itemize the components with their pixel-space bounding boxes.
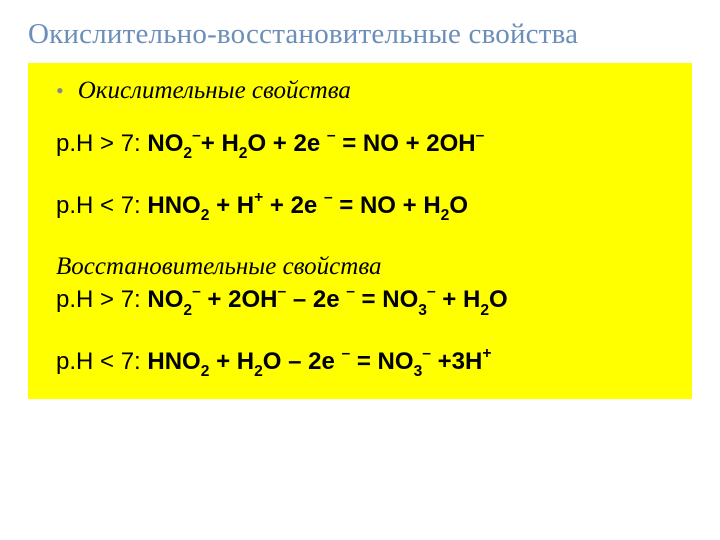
eq1-a-sub: 2: [183, 145, 192, 162]
bullet-icon: •: [56, 80, 64, 102]
eq3-m1: + 2OH: [201, 286, 278, 313]
eq1-a: NO: [147, 130, 183, 157]
section-2-label: Восстановительные свойства: [56, 251, 672, 284]
eq3-e-sup: –: [346, 283, 355, 300]
eq2-a: HNO: [147, 192, 200, 219]
eq3-a-sup: –: [192, 283, 201, 300]
eq1-m2: O + 2e: [247, 130, 326, 157]
content-box: • Окислительные свойства p.H > 7: NO2–+ …: [28, 63, 692, 399]
eq1-a-sup: –: [192, 127, 201, 144]
slide: Окислительно-восстановительные свойства …: [0, 0, 720, 540]
eq4-m1: + H: [209, 348, 254, 375]
eq4-prefix: p.H < 7:: [56, 348, 147, 375]
eq3-eq: = NO: [355, 286, 418, 313]
eq3-end: O: [489, 286, 508, 313]
eq1-prefix: p.H > 7:: [56, 130, 147, 157]
eq3-no3-sub: 3: [418, 302, 427, 319]
eq4-no3-sup: –: [422, 345, 431, 362]
eq3-oh-sup: –: [277, 283, 286, 300]
bullet-line: • Окислительные свойства: [56, 77, 672, 105]
eq2-end: O: [449, 192, 468, 219]
eq4-e-sup: –: [342, 345, 351, 362]
eq2-prefix: p.H < 7:: [56, 192, 147, 219]
eq3-h2o-sub: 2: [480, 302, 489, 319]
eq1-e-sup: –: [327, 127, 336, 144]
eq1-h2o-sub: 2: [239, 145, 248, 162]
eq4-h2o-sub: 2: [254, 363, 263, 380]
eq4-m2: O – 2e: [263, 348, 342, 375]
eq2-e-sup: –: [324, 189, 333, 206]
eq2-m2: + 2e: [263, 192, 324, 219]
eq3-a-sub: 2: [183, 302, 192, 319]
eq2-m1: + H: [209, 192, 254, 219]
eq4-a: HNO: [147, 348, 200, 375]
eq1-m1: + H: [201, 130, 239, 157]
eq4-eq: = NO: [350, 348, 413, 375]
bullet-text: Окислительные свойства: [78, 77, 351, 105]
eq2-h-sup: +: [254, 189, 263, 206]
eq3-no3-sup: –: [427, 283, 436, 300]
eq3-prefix: p.H > 7:: [56, 286, 147, 313]
eq3-m3: + H: [436, 286, 481, 313]
equation-4: p.H < 7: HNO2 + H2O – 2e – = NO3– +3H+: [56, 345, 672, 381]
eq1-eq: = NO + 2OH: [336, 130, 476, 157]
eq4-no3-sub: 3: [414, 363, 423, 380]
equation-2: p.H < 7: HNO2 + H+ + 2e – = NO + H2O: [56, 189, 672, 225]
eq2-eq: = NO + H: [333, 192, 441, 219]
slide-title: Окислительно-восстановительные свойства: [28, 18, 692, 51]
equation-3: p.H > 7: NO2– + 2OH– – 2e – = NO3– + H2O: [56, 283, 672, 319]
eq2-h2o-sub: 2: [441, 207, 450, 224]
section-2: Восстановительные свойства p.H > 7: NO2–…: [56, 251, 672, 319]
eq4-h-sup: +: [482, 345, 491, 362]
equation-1: p.H > 7: NO2–+ H2O + 2e – = NO + 2OH–: [56, 127, 672, 163]
eq1-oh-sup: –: [476, 127, 485, 144]
eq4-a-sub: 2: [201, 363, 210, 380]
eq2-a-sub: 2: [201, 207, 210, 224]
eq3-m2: – 2e: [286, 286, 346, 313]
eq4-end: +3H: [431, 348, 482, 375]
eq3-a: NO: [147, 286, 183, 313]
